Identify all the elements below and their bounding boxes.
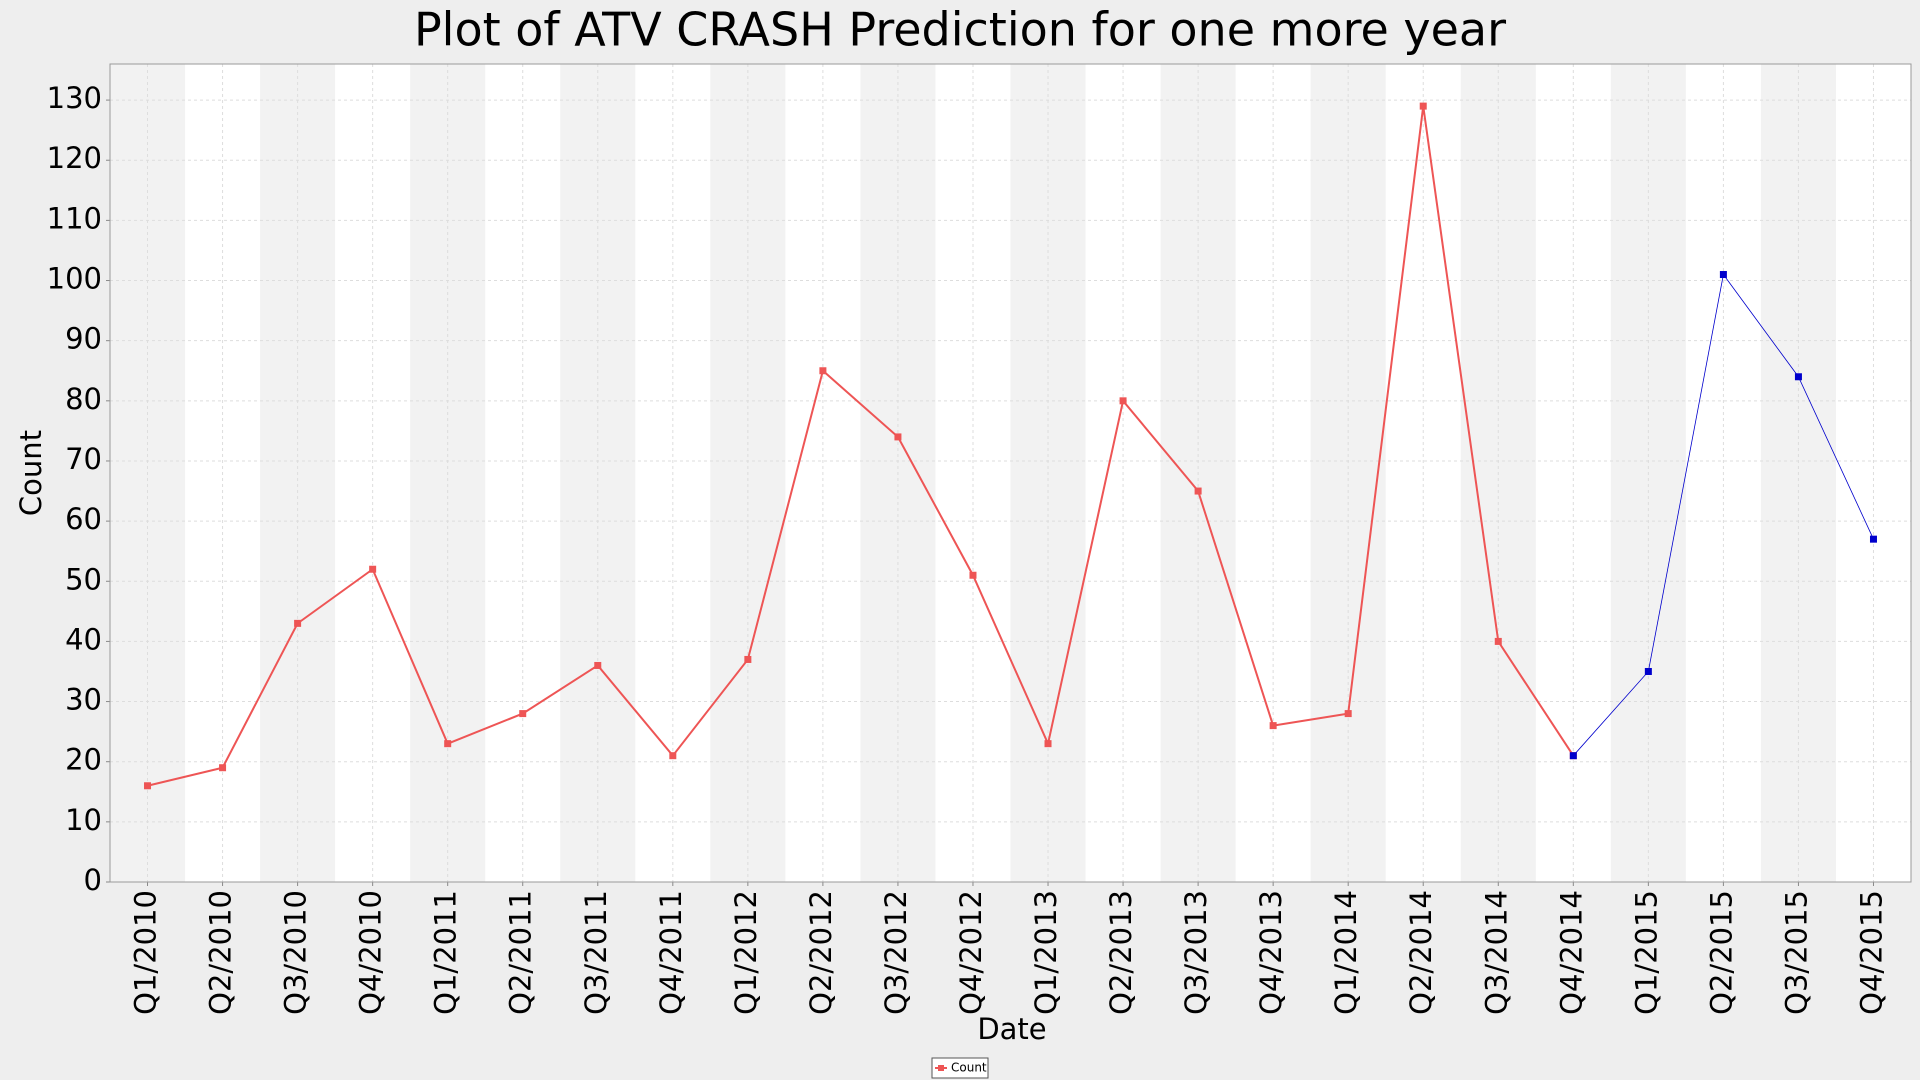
x-tick-label: Q4/2011 xyxy=(654,890,688,1015)
chart-title: Plot of ATV CRASH Prediction for one mor… xyxy=(414,3,1506,57)
y-tick-label: 130 xyxy=(47,81,102,115)
y-tick-label: 30 xyxy=(65,683,102,717)
x-tick-label: Q1/2011 xyxy=(429,890,463,1015)
plot-border xyxy=(109,63,1912,883)
data-point xyxy=(1794,373,1802,381)
data-point xyxy=(144,782,152,790)
x-tick-label: Q2/2012 xyxy=(804,890,838,1015)
data-point xyxy=(819,367,827,375)
data-point xyxy=(1344,710,1352,718)
x-tick-label: Q2/2011 xyxy=(504,890,538,1015)
y-tick-label: 80 xyxy=(65,382,102,416)
y-tick-label: 70 xyxy=(65,442,102,476)
x-tick-label: Q1/2013 xyxy=(1029,890,1063,1015)
data-point xyxy=(1269,722,1277,730)
x-tick-label: Q3/2014 xyxy=(1479,890,1513,1015)
y-tick-label: 90 xyxy=(65,322,102,356)
data-point xyxy=(294,619,302,627)
x-tick-label: Q3/2010 xyxy=(279,890,313,1015)
x-tick-label: Q3/2013 xyxy=(1179,890,1213,1015)
data-point xyxy=(444,740,452,748)
x-tick-label: Q3/2015 xyxy=(1779,890,1813,1015)
x-tick-label: Q1/2010 xyxy=(129,890,163,1015)
legend-box xyxy=(931,1057,989,1079)
y-tick-label: 50 xyxy=(65,562,102,596)
y-tick-label: 10 xyxy=(65,803,102,837)
x-tick-label: Q2/2015 xyxy=(1704,890,1738,1015)
x-tick-label: Q2/2014 xyxy=(1404,890,1438,1015)
data-point xyxy=(744,655,752,663)
x-tick-label: Q2/2013 xyxy=(1104,890,1138,1015)
data-point xyxy=(594,661,602,669)
legend-marker xyxy=(938,1065,944,1071)
x-tick-label: Q4/2012 xyxy=(954,890,988,1015)
legend: Count xyxy=(931,1057,989,1079)
x-tick-label: Q4/2015 xyxy=(1854,890,1888,1015)
x-tick-label: Q4/2010 xyxy=(354,890,388,1015)
y-axis-label: Count xyxy=(14,430,48,516)
y-tick-label: 120 xyxy=(47,141,102,175)
x-tick-label: Q2/2010 xyxy=(204,890,238,1015)
x-tick-label: Q3/2012 xyxy=(879,890,913,1015)
x-tick-label: Q1/2015 xyxy=(1629,890,1663,1015)
data-point xyxy=(1419,102,1427,110)
x-tick-label: Q1/2014 xyxy=(1329,890,1363,1015)
data-point xyxy=(519,710,527,718)
data-point xyxy=(669,752,677,760)
x-axis-label: Date xyxy=(977,1012,1046,1046)
x-tick-label: Q4/2013 xyxy=(1254,890,1288,1015)
data-point xyxy=(1119,397,1127,405)
data-point xyxy=(1494,637,1502,645)
series-line xyxy=(147,105,1575,787)
y-tick-label: 110 xyxy=(47,201,102,235)
data-point xyxy=(1719,271,1727,279)
x-tick-label: Q3/2011 xyxy=(579,890,613,1015)
y-tick-label: 60 xyxy=(65,502,102,536)
data-point xyxy=(219,764,227,772)
y-tick-label: 40 xyxy=(65,622,102,656)
y-tick-label: 100 xyxy=(47,262,102,296)
data-point xyxy=(1644,667,1652,675)
data-point xyxy=(1044,740,1052,748)
x-tick-label: Q1/2012 xyxy=(729,890,763,1015)
y-tick-label: 20 xyxy=(65,743,102,777)
data-point xyxy=(1869,535,1877,543)
data-point xyxy=(369,565,377,573)
legend-label: Count xyxy=(951,1061,987,1075)
x-tick-label: Q4/2014 xyxy=(1554,890,1588,1015)
data-point xyxy=(894,433,902,441)
data-point xyxy=(969,571,977,579)
y-tick-label: 0 xyxy=(84,863,102,897)
data-point xyxy=(1569,752,1577,760)
data-point xyxy=(1194,487,1202,495)
